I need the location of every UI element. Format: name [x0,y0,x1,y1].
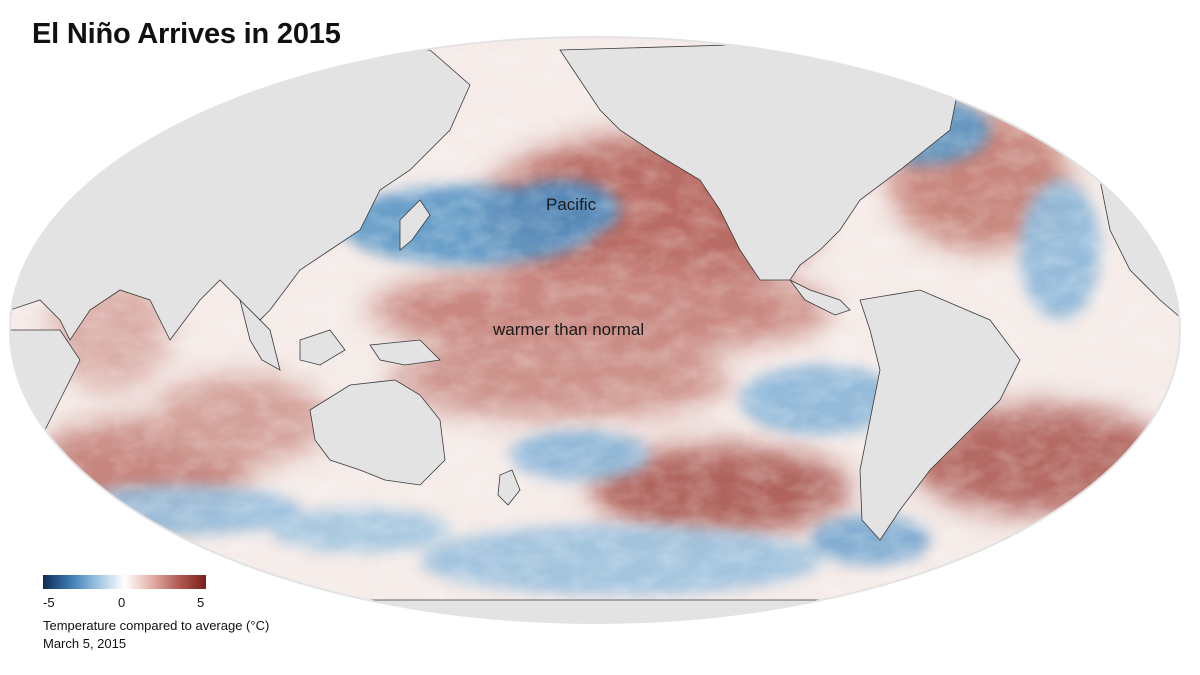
new-zealand-landmass [497,469,521,506]
warmer-than-normal-label: warmer than normal [493,320,645,339]
legend-tick-max: 5 [197,595,205,610]
central-america-landmass [789,279,851,316]
indonesia-landmass [299,329,346,366]
legend: -5 0 5 Temperature compared to average (… [43,575,283,665]
new-guinea-landmass [369,339,441,366]
indochina-landmass [239,298,281,371]
australia-landmass [309,379,446,486]
legend-tick-min: -5 [43,595,55,610]
japan-landmass [399,199,431,251]
legend-tick-mid: 0 [118,595,126,610]
legend-caption: Temperature compared to average (°C) [43,618,270,633]
south-america-landmass [859,289,1021,541]
map-title: El Niño Arrives in 2015 [32,18,341,50]
globe-outline [9,36,1181,624]
legend-date: March 5, 2015 [43,636,127,651]
legend-colorbar [43,575,206,589]
north-america-landmass [559,39,961,281]
pacific-label: Pacific [546,195,597,214]
